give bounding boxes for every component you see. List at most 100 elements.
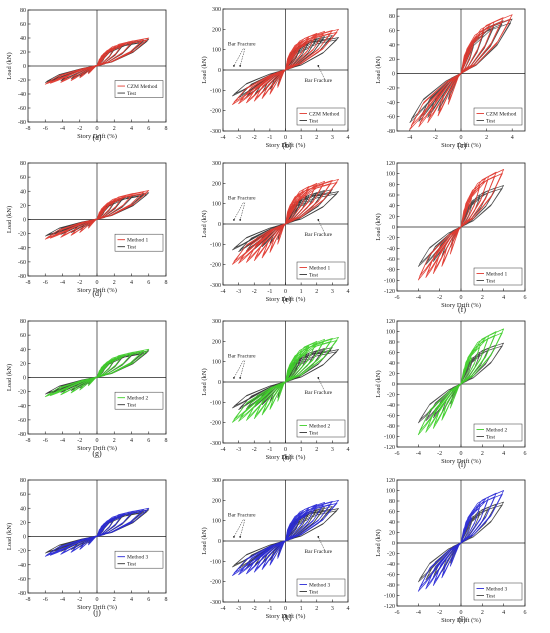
y-tick-label: -120 — [384, 604, 395, 610]
legend-label: CZM Method — [309, 112, 340, 118]
legend-box — [296, 419, 346, 438]
x-tick-label: 6 — [524, 295, 527, 301]
y-tick-label: -80 — [18, 120, 26, 126]
x-tick-label: -6 — [43, 438, 48, 444]
x-tick-label: 3 — [331, 606, 334, 612]
x-tick-label: 4 — [511, 135, 514, 141]
annotation-arrowhead — [233, 377, 235, 379]
series-line-model — [417, 490, 505, 592]
y-axis-label: Load (kN) — [201, 368, 208, 395]
x-tick-label: 1 — [300, 289, 303, 295]
x-tick-label: 8 — [165, 438, 168, 444]
x-tick-label: 8 — [165, 597, 168, 603]
x-tick-label: -8 — [26, 438, 31, 444]
y-tick-label: -20 — [18, 78, 26, 84]
legend-label: Test — [309, 119, 319, 125]
chart-panel-9: -6 -4 -2 0 2 4 6-120-100-80-60-40-200204060801… — [375, 319, 527, 469]
x-tick-label: 2 — [315, 606, 318, 612]
x-tick-label: 2 — [481, 610, 484, 616]
y-axis-label: Load (kN) — [375, 213, 382, 240]
x-tick-label: 0 — [96, 597, 99, 603]
y-tick-label: 0 — [23, 218, 26, 224]
y-tick-label: 200 — [212, 498, 221, 504]
y-tick-label: 80 — [20, 478, 26, 484]
y-tick-label: 100 — [212, 48, 221, 54]
annotation-arrowhead — [233, 219, 235, 221]
y-tick-label: -100 — [210, 242, 221, 248]
annotation-arrow — [239, 202, 246, 220]
annotation-text: Bar Fracture — [228, 196, 256, 202]
legend-label: Method 2 — [486, 428, 507, 434]
x-tick-label: -2 — [252, 606, 257, 612]
y-tick-label: 120 — [386, 161, 395, 167]
annotation-arrowhead — [317, 536, 320, 538]
x-tick-label: 3 — [331, 447, 334, 453]
legend-box — [114, 80, 164, 98]
x-tick-label: -6 — [395, 610, 400, 616]
x-tick-label: -1 — [267, 135, 272, 141]
legend-label: Method 2 — [309, 424, 330, 430]
y-tick-label: -100 — [210, 88, 221, 94]
annotation-text: Bar Fracture — [228, 354, 256, 360]
legend-box — [296, 261, 346, 280]
y-tick-label: 0 — [23, 376, 26, 382]
x-tick-label: -2 — [252, 289, 257, 295]
y-tick-label: 0 — [392, 382, 395, 388]
y-tick-label: -40 — [18, 246, 26, 252]
x-axis-label: Story Drift (%) — [266, 296, 306, 303]
y-tick-label: 40 — [20, 347, 26, 353]
y-tick-label: 100 — [212, 360, 221, 366]
legend-label: Test — [127, 245, 137, 251]
x-tick-label: -6 — [43, 597, 48, 603]
y-tick-label: -100 — [384, 594, 395, 600]
annotation-arrowhead — [233, 536, 235, 538]
x-axis-label: Story Drift (%) — [266, 613, 306, 620]
x-tick-label: -1 — [267, 447, 272, 453]
y-tick-label: 60 — [20, 22, 26, 28]
panel-label: (f) — [458, 305, 466, 314]
x-tick-label: 4 — [502, 295, 505, 301]
x-axis-label: Story Drift (%) — [77, 604, 117, 611]
x-tick-label: -2 — [77, 438, 82, 444]
y-tick-label: -200 — [210, 109, 221, 115]
y-axis-label: Load (kN) — [6, 52, 13, 79]
y-tick-label: 300 — [212, 161, 221, 167]
y-axis-label: Load (kN) — [6, 206, 13, 233]
x-tick-label: 4 — [130, 597, 133, 603]
y-tick-label: -200 — [210, 263, 221, 269]
x-tick-label: -2 — [77, 126, 82, 132]
y-tick-label: -80 — [387, 424, 395, 430]
y-tick-label: 0 — [218, 539, 221, 545]
x-tick-label: -4 — [416, 295, 421, 301]
y-tick-label: -60 — [387, 115, 395, 121]
panel-label: (b) — [282, 141, 292, 150]
x-tick-label: -8 — [26, 126, 31, 132]
x-tick-label: -4 — [60, 597, 65, 603]
x-tick-label: -6 — [395, 295, 400, 301]
x-axis-label: Story Drift (%) — [77, 133, 117, 140]
x-axis-label: Story Drift (%) — [441, 302, 481, 309]
x-tick-label: -2 — [77, 597, 82, 603]
annotation-text: Bar Fracture — [304, 549, 332, 555]
y-tick-label: 0 — [218, 380, 221, 386]
legend-label: Method 3 — [127, 555, 148, 561]
y-tick-label: 300 — [212, 7, 221, 13]
y-tick-label: 120 — [386, 319, 395, 325]
x-tick-label: -4 — [221, 289, 226, 295]
legend-label: Test — [127, 403, 137, 409]
y-tick-label: -40 — [18, 92, 26, 98]
panel-label: (a) — [93, 133, 102, 142]
annotation-text: Bar Fracture — [228, 513, 256, 519]
y-tick-label: -20 — [387, 86, 395, 92]
x-tick-label: -2 — [252, 135, 257, 141]
x-tick-label: 4 — [130, 438, 133, 444]
y-tick-label: 60 — [389, 29, 395, 35]
chart-panel-12: -6 -4 -2 0 2 4 6-120-100-80-60-40-200204060801… — [375, 478, 527, 624]
x-tick-label: 0 — [460, 295, 463, 301]
annotation-text: Bar Fracture — [304, 78, 332, 84]
y-tick-label: -300 — [210, 129, 221, 135]
x-tick-label: 2 — [113, 126, 116, 132]
x-tick-label: -4 — [416, 451, 421, 457]
x-axis-label: Story Drift (%) — [266, 142, 306, 149]
legend-label: Test — [127, 562, 137, 568]
